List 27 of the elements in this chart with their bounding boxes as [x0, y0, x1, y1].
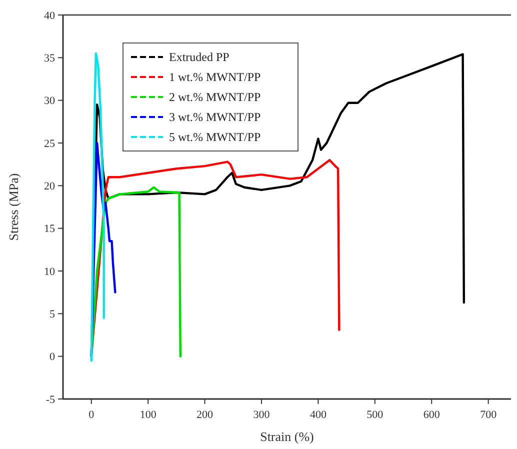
x-tick-label: 600 — [423, 409, 440, 421]
line-series — [90, 186, 182, 358]
x-tick-label: 200 — [196, 409, 214, 421]
y-tick-label: 30 — [44, 95, 56, 108]
y-tick-label: 25 — [44, 138, 56, 150]
legend-label: 1 wt.% MWNT/PP — [169, 70, 261, 84]
y-tick-label: 10 — [44, 266, 56, 278]
legend-label: 5 wt.% MWNT/PP — [169, 130, 261, 144]
x-tick-label: 100 — [140, 409, 157, 421]
legend-label: 2 wt.% MWNT/PP — [169, 90, 261, 104]
y-tick-label: 40 — [44, 10, 56, 22]
x-tick-label: 300 — [253, 409, 270, 421]
legend-label: 3 wt.% MWNT/PP — [169, 110, 261, 124]
y-tick-label: 5 — [50, 308, 56, 321]
y-tick-label: 35 — [44, 52, 56, 65]
y-tick-label: -5 — [46, 394, 56, 406]
y-axis-title: Stress (MPa) — [6, 173, 21, 241]
y-tick-label: 20 — [44, 180, 56, 193]
y-tick-label: 15 — [44, 223, 56, 236]
x-tick-label: 400 — [310, 409, 327, 421]
y-tick-label: 0 — [50, 351, 56, 364]
x-tick-label: 500 — [366, 409, 384, 421]
line-series — [90, 52, 105, 362]
legend-label: Extruded PP — [169, 50, 230, 64]
x-axis-title: Strain (%) — [260, 429, 314, 444]
x-tick-label: 700 — [480, 409, 498, 421]
x-tick-label: 0 — [88, 409, 95, 421]
